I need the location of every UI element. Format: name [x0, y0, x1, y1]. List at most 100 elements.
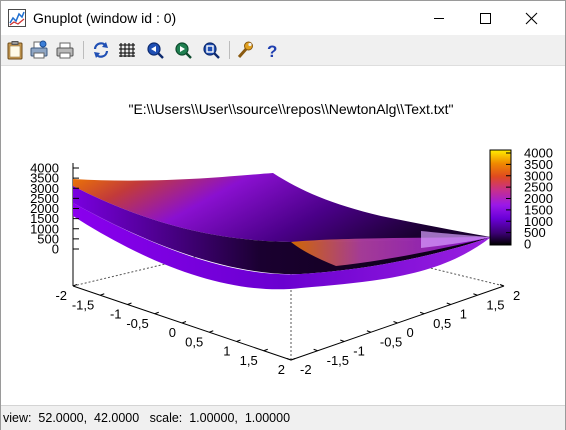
help-icon: ?: [267, 42, 277, 61]
y-tick-mark: [473, 293, 478, 296]
x-tick-mark: [290, 358, 296, 361]
colorbox-tick-label: 2500: [524, 180, 553, 195]
colorbox-tick-label: 1000: [524, 214, 553, 229]
z-tick-label: 3500: [30, 171, 59, 186]
wrench-icon: [237, 41, 253, 58]
zoom-previous-button[interactable]: [145, 40, 165, 60]
export-printer-icon: [56, 42, 74, 59]
colorbox-tick-label: 500: [524, 225, 546, 240]
y-tick-mark: [499, 284, 505, 287]
x-tick-mark: [100, 293, 105, 296]
y-axis-ticks: -2 -1,5 -1 -0,5 0 0,5 1 1,5 2: [286, 284, 520, 377]
colorbox-tick-label: 1500: [524, 202, 553, 217]
gnuplot-app-icon: [8, 9, 26, 27]
colorbox-tick-label: 2000: [524, 191, 553, 206]
surface-mesh: [73, 173, 491, 290]
x-tick-mark: [127, 302, 132, 305]
y-tick-label: 1: [460, 307, 467, 322]
unzoom-button[interactable]: [201, 40, 221, 60]
replot-button[interactable]: [91, 40, 111, 60]
y-tick-mark: [419, 311, 425, 315]
minimize-button[interactable]: [416, 1, 462, 35]
status-text: view: 52.0000, 42.0000 scale: 1.00000, 1…: [3, 411, 291, 425]
y-tick-label: 0,5: [433, 316, 451, 331]
z-tick-label: 3000: [30, 181, 59, 196]
surface-front: [73, 203, 491, 290]
toolbar-separator: [83, 41, 84, 59]
y-tick-label: 0: [407, 325, 414, 340]
close-button[interactable]: [508, 1, 554, 35]
surface-right-edge: [421, 231, 491, 248]
print-button[interactable]: [29, 40, 49, 60]
colorbox-tick-label: 4000: [524, 146, 553, 161]
y-tick-mark: [313, 348, 318, 352]
printer-icon: [30, 40, 48, 59]
y-tick-label: -1: [353, 344, 365, 359]
close-icon: [525, 12, 538, 25]
x-tick-label: -2: [55, 288, 67, 303]
x-tick-mark: [154, 311, 159, 315]
plot-area[interactable]: "E:\\Users\\User\\source\\repos\\NewtonA…: [1, 66, 565, 404]
y-tick-label: -0,5: [380, 334, 402, 349]
x-tick-label: -1,5: [72, 297, 94, 312]
x-tick-label: -0,5: [126, 316, 148, 331]
x-tick-label: 0,5: [185, 334, 203, 349]
grid-icon: [119, 43, 135, 57]
y-tick-label: -1,5: [327, 353, 349, 368]
y-tick-label: 2: [513, 288, 520, 303]
clipboard-icon: [7, 41, 23, 60]
copy-to-clipboard-button[interactable]: [5, 40, 25, 60]
y-tick-label: -2: [300, 362, 312, 377]
colorbox: [489, 149, 512, 246]
x-tick-mark: [209, 330, 214, 333]
x-tick-mark: [236, 339, 241, 342]
status-bar: view: 52.0000, 42.0000 scale: 1.00000, 1…: [1, 405, 565, 430]
z-tick-label: 500: [37, 231, 59, 246]
colorbox-tick-label: 3500: [524, 157, 553, 172]
export-button[interactable]: [55, 40, 75, 60]
x-tick-mark: [181, 321, 187, 324]
plot-title: "E:\\Users\\User\\source\\repos\\NewtonA…: [128, 101, 453, 117]
window-title: Gnuplot (window id : 0): [33, 10, 177, 26]
zoom-next-icon: [175, 42, 192, 59]
z-tick-label: 1000: [30, 221, 59, 236]
surface-back-left: [73, 173, 491, 242]
z-tick-label: 2000: [30, 201, 59, 216]
zoom-previous-icon: [147, 42, 164, 59]
y-tick-mark: [286, 358, 292, 361]
z-tick-label: 1500: [30, 211, 59, 226]
maximize-button[interactable]: [462, 1, 508, 35]
x-axis-ticks: -2 -1,5 -1 -0,5 0 0,5 1 1,5 2: [55, 284, 296, 377]
options-button[interactable]: [235, 40, 255, 60]
surface-plot: "E:\\Users\\User\\source\\repos\\NewtonA…: [30, 101, 553, 377]
y-tick-mark: [446, 302, 451, 305]
z-tick-label: 0: [52, 242, 59, 257]
z-tick-label: 2500: [30, 191, 59, 206]
y-tick-mark: [366, 330, 372, 333]
maximize-icon: [480, 13, 491, 24]
x-tick-label: 1: [223, 344, 230, 359]
x-tick-label: 2: [278, 362, 285, 377]
unzoom-icon: [203, 42, 220, 59]
x-tick-mark: [263, 348, 268, 352]
title-bar[interactable]: Gnuplot (window id : 0): [1, 1, 565, 35]
x-tick-label: -1: [110, 307, 122, 322]
zoom-next-button[interactable]: [173, 40, 193, 60]
colorbox-tick-label: 3000: [524, 168, 553, 183]
x-tick-mark: [72, 284, 78, 287]
x-tick-label: 0: [169, 325, 176, 340]
y-tick-mark: [340, 339, 345, 342]
x-tick-label: 1,5: [240, 353, 258, 368]
refresh-icon: [93, 42, 109, 58]
toggle-grid-button[interactable]: [117, 40, 137, 60]
toolbar-separator: [229, 41, 230, 59]
y-tick-label: 1,5: [486, 297, 504, 312]
minimize-icon: [434, 18, 444, 19]
colorbox-tick-label: 0: [524, 237, 531, 252]
y-tick-mark: [393, 321, 398, 324]
help-button[interactable]: ?: [263, 40, 283, 61]
svg-text:?: ?: [267, 42, 277, 60]
